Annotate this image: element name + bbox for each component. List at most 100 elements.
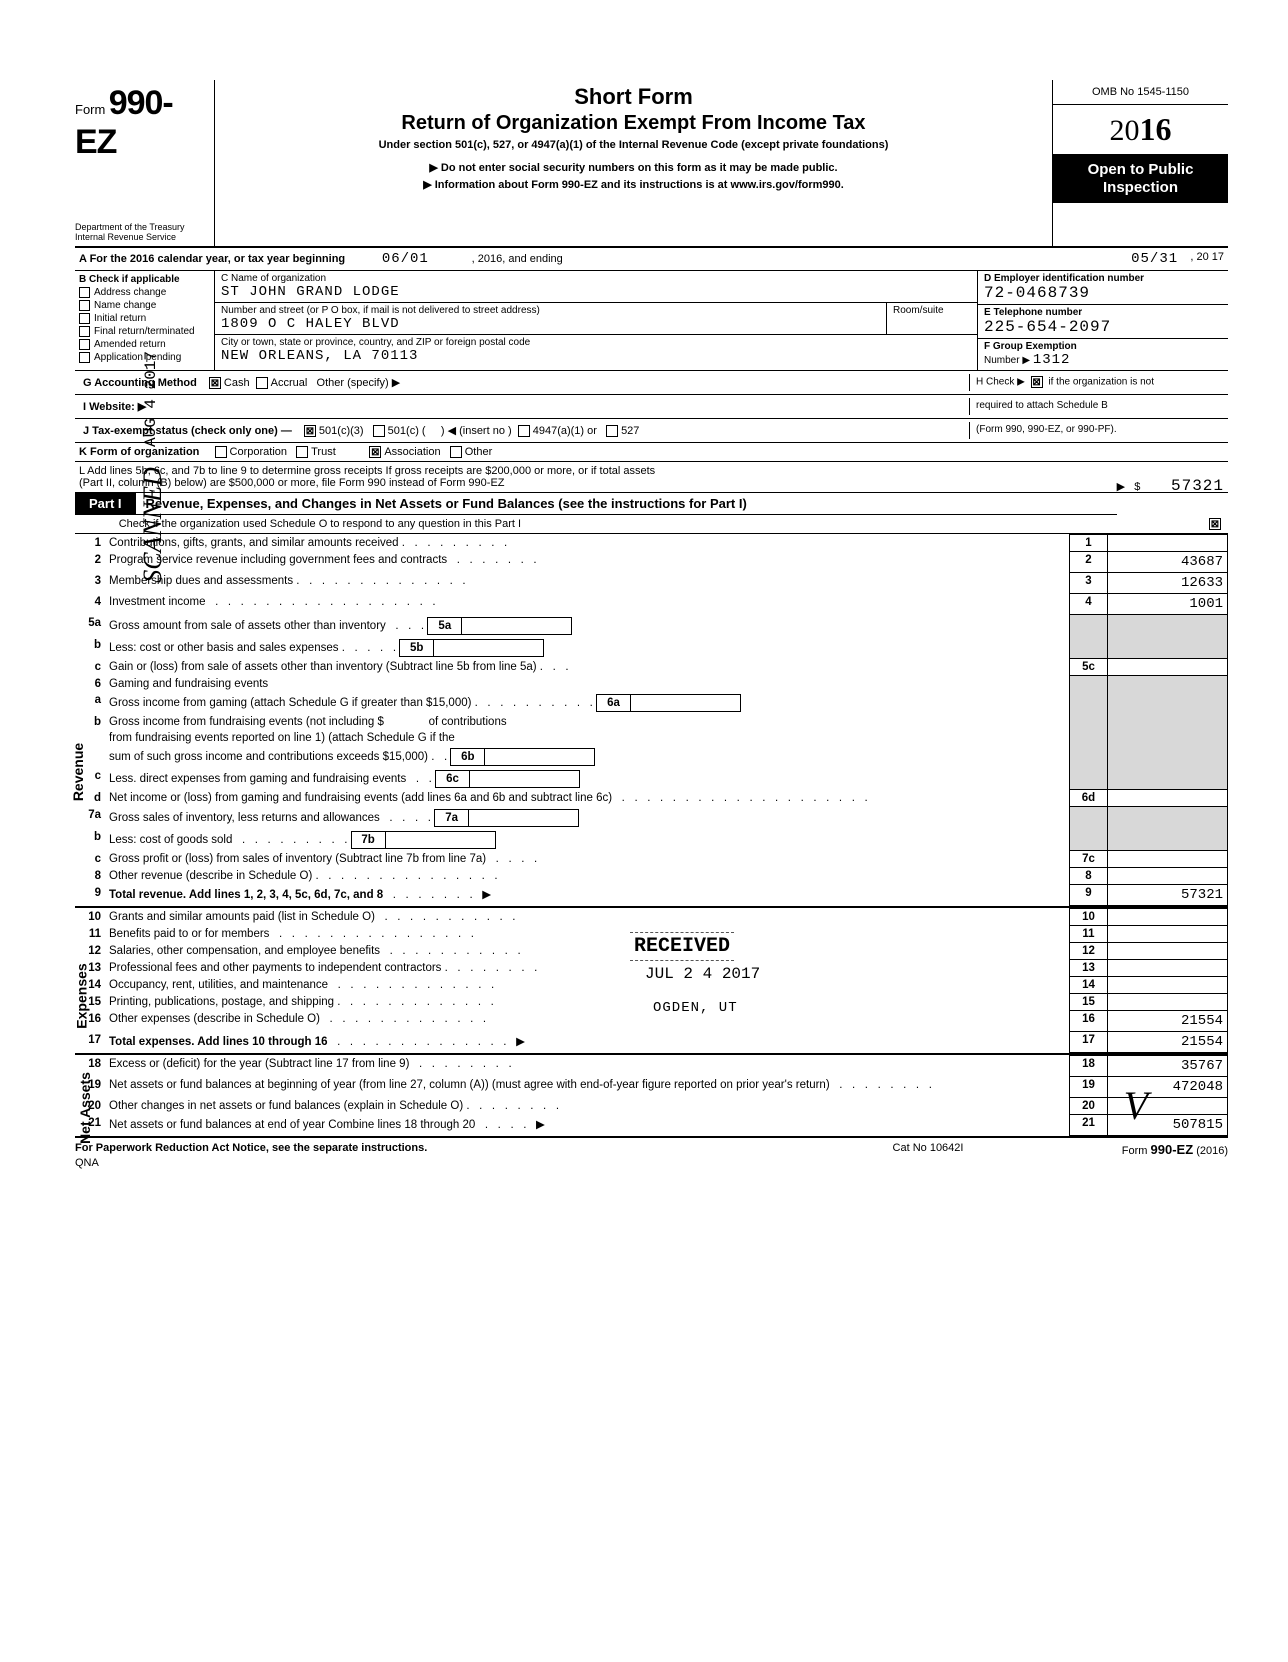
lbl-accrual: Accrual xyxy=(271,377,308,389)
line-6d-desc: Net income or (loss) from gaming and fun… xyxy=(109,792,612,804)
org-name: ST JOHN GRAND LODGE xyxy=(221,284,971,300)
line-14-val xyxy=(1108,977,1228,994)
line-8-val xyxy=(1108,868,1228,885)
checkbox-cash[interactable]: ⊠ xyxy=(209,377,221,389)
form-number: 990-EZ xyxy=(75,84,173,161)
line-4-desc: Investment income xyxy=(109,596,206,608)
line-10-val xyxy=(1108,909,1228,926)
checkbox-other-org[interactable] xyxy=(450,446,462,458)
line-6b-pre: Gross income from fundraising events (no… xyxy=(109,716,384,728)
header-grid: B Check if applicable Address change Nam… xyxy=(75,271,1228,371)
footer: For Paperwork Reduction Act Notice, see … xyxy=(75,1138,1228,1157)
line-12-val xyxy=(1108,943,1228,960)
part1-header: Part I Revenue, Expenses, and Changes in… xyxy=(75,493,1117,515)
checkbox-amended[interactable] xyxy=(79,339,90,350)
line-1-val xyxy=(1108,535,1228,552)
line-5a-desc: Gross amount from sale of assets other t… xyxy=(109,620,386,632)
lbl-other-org: Other xyxy=(465,446,493,458)
line-9-desc: Total revenue. Add lines 1, 2, 3, 4, 5c,… xyxy=(109,889,383,901)
lbl-cash: Cash xyxy=(224,377,250,389)
footer-qna: QNA xyxy=(75,1157,1228,1169)
fy-end: 05/31 xyxy=(1131,251,1178,267)
lbl-address-change: Address change xyxy=(94,287,166,298)
room-label: Room/suite xyxy=(893,305,971,316)
line-17-desc: Total expenses. Add lines 10 through 16 xyxy=(109,1036,328,1048)
part1-tag: Part I xyxy=(75,493,136,514)
year-prefix: 20 xyxy=(1110,114,1140,147)
name-label: C Name of organization xyxy=(221,273,971,284)
line-16-desc: Other expenses (describe in Schedule O) xyxy=(109,1013,320,1025)
form-prefix: Form xyxy=(75,102,105,117)
line-2-desc: Program service revenue including govern… xyxy=(109,554,447,566)
checkbox-initial-return[interactable] xyxy=(79,313,90,324)
street-value: 1809 O C HALEY BLVD xyxy=(221,316,880,332)
line-5c-val xyxy=(1108,659,1228,676)
checkbox-pending[interactable] xyxy=(79,352,90,363)
section-b-label: B Check if applicable xyxy=(79,274,180,285)
footer-mid: Cat No 10642I xyxy=(828,1142,1028,1157)
lbl-name-change: Name change xyxy=(94,300,156,311)
checkbox-501c[interactable] xyxy=(373,425,385,437)
line-6d-val xyxy=(1108,790,1228,807)
checkbox-h[interactable]: ⊠ xyxy=(1031,376,1043,388)
dept-line: Department of the Treasury xyxy=(75,222,208,232)
checkbox-final-return[interactable] xyxy=(79,326,90,337)
checkbox-address-change[interactable] xyxy=(79,287,90,298)
checkbox-corp[interactable] xyxy=(215,446,227,458)
j-label: J Tax-exempt status (check only one) — xyxy=(83,425,292,437)
open-to-public: Open to Public Inspection xyxy=(1053,155,1228,203)
line-18-val: 35767 xyxy=(1108,1056,1228,1077)
part1-check-text: Check if the organization used Schedule … xyxy=(119,518,521,530)
checkbox-501c3[interactable]: ⊠ xyxy=(304,425,316,437)
stamp-date-side: AUG 4 2017 xyxy=(142,351,160,447)
lbl-527: 527 xyxy=(621,425,639,437)
line-10-desc: Grants and similar amounts paid (list in… xyxy=(109,911,375,923)
line-18-desc: Excess or (deficit) for the year (Subtra… xyxy=(109,1058,409,1070)
line-3-val: 12633 xyxy=(1108,573,1228,594)
revenue-side-label: Revenue xyxy=(70,743,86,801)
footer-year: (2016) xyxy=(1196,1145,1228,1157)
line-15-desc: Printing, publications, postage, and shi… xyxy=(109,996,334,1008)
checkbox-4947[interactable] xyxy=(518,425,530,437)
line-11-desc: Benefits paid to or for members xyxy=(109,928,269,940)
tax-year: 2016 xyxy=(1053,105,1228,155)
lbl-assoc: Association xyxy=(384,446,440,458)
line-3-desc: Membership dues and assessments xyxy=(109,575,293,587)
h-line3: (Form 990, 990-EZ, or 990-PF). xyxy=(976,424,1117,435)
group-exempt-label: F Group Exemption xyxy=(984,341,1077,352)
omb-number: OMB No 1545-1150 xyxy=(1053,80,1228,105)
checkbox-527[interactable] xyxy=(606,425,618,437)
line-7c-val xyxy=(1108,851,1228,868)
row-k: K Form of organization Corporation Trust… xyxy=(75,443,1228,462)
line-2-val: 43687 xyxy=(1108,552,1228,573)
under-section: Under section 501(c), 527, or 4947(a)(1)… xyxy=(223,139,1044,151)
checkbox-trust[interactable] xyxy=(296,446,308,458)
checkbox-accrual[interactable] xyxy=(256,377,268,389)
row-l: L Add lines 5b, 6c, and 7b to line 9 to … xyxy=(75,462,1228,493)
line-16-val: 21554 xyxy=(1108,1011,1228,1032)
group-num-label: Number ▶ xyxy=(984,355,1030,366)
footer-left: For Paperwork Reduction Act Notice, see … xyxy=(75,1142,828,1157)
line-13-desc: Professional fees and other payments to … xyxy=(109,962,441,974)
row-j: J Tax-exempt status (check only one) — ⊠… xyxy=(75,419,1228,443)
line-4-val: 1001 xyxy=(1108,594,1228,615)
checkbox-name-change[interactable] xyxy=(79,300,90,311)
return-title: Return of Organization Exempt From Incom… xyxy=(223,112,1044,135)
line-12-desc: Salaries, other compensation, and employ… xyxy=(109,945,380,957)
h-label-2: if the organization is not xyxy=(1048,377,1154,388)
lbl-trust: Trust xyxy=(311,446,336,458)
checkbox-schedule-o[interactable]: ⊠ xyxy=(1209,518,1221,530)
line-13-val xyxy=(1108,960,1228,977)
line-6b-l3: sum of such gross income and contributio… xyxy=(109,751,428,763)
g-label: G Accounting Method xyxy=(83,377,197,389)
phone-label: E Telephone number xyxy=(984,307,1082,318)
line-5b-desc: Less: cost or other basis and sales expe… xyxy=(109,642,339,654)
part1-check-line: Check if the organization used Schedule … xyxy=(75,515,1228,534)
line-5c-desc: Gain or (loss) from sale of assets other… xyxy=(109,661,537,673)
lbl-initial-return: Initial return xyxy=(94,313,146,324)
line-1-desc: Contributions, gifts, grants, and simila… xyxy=(109,537,399,549)
k-label: K Form of organization xyxy=(79,446,199,458)
checkbox-assoc[interactable]: ⊠ xyxy=(369,446,381,458)
l-total: 57321 xyxy=(1171,477,1224,495)
h-line2: required to attach Schedule B xyxy=(976,400,1108,411)
